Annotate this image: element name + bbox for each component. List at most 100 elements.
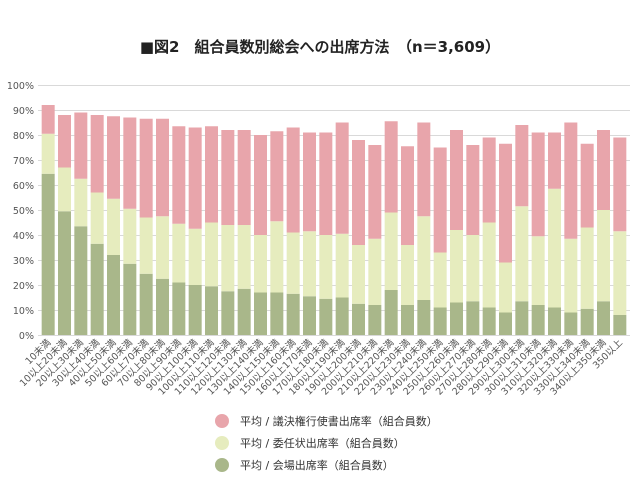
voting-form-attendance-bar <box>368 145 382 239</box>
proxy-attendance-bar <box>499 262 512 313</box>
voting-form-attendance-bar <box>237 130 251 225</box>
proxy-attendance-bar <box>548 188 561 308</box>
voting-form-attendance-bar <box>499 143 512 263</box>
voting-form-attendance-bar <box>221 130 235 225</box>
venue-attendance-bar <box>139 273 153 335</box>
venue-attendance-bar <box>417 300 431 335</box>
y-tick-label: 40% <box>13 231 34 242</box>
voting-form-attendance-bar <box>335 122 349 234</box>
venue-attendance-bar <box>499 312 512 335</box>
voting-form-attendance-bar <box>401 146 414 245</box>
venue-attendance-bar <box>401 305 414 335</box>
y-axis-ticks: 0% 10% 20% 30% 40% 50% 60% 70% 80% 90% 100% <box>7 81 34 342</box>
voting-form-attendance-bar <box>90 115 104 193</box>
voting-form-attendance-bar <box>58 115 71 168</box>
venue-attendance-bar <box>433 307 447 335</box>
legend-marker <box>215 436 229 450</box>
proxy-attendance-bar <box>319 235 333 299</box>
proxy-attendance-bar <box>123 208 137 264</box>
venue-attendance-bar <box>580 308 594 335</box>
x-axis-ticks: 10未満10以上20未満20以上30未満30以上40未満40以上50未満50以上… <box>17 336 625 397</box>
proxy-attendance-bar <box>466 235 480 302</box>
voting-form-attendance-bar <box>433 147 447 253</box>
proxy-attendance-bar <box>417 216 431 300</box>
voting-form-attendance-bar <box>319 132 333 235</box>
venue-attendance-bar <box>41 173 55 335</box>
venue-attendance-bar <box>156 278 169 335</box>
gridlines <box>38 85 630 336</box>
voting-form-attendance-bar <box>450 130 463 230</box>
legend-label: 平均 / 会場出席率（組合員数） <box>240 459 394 472</box>
voting-form-attendance-bar <box>597 130 610 210</box>
proxy-attendance-bar <box>482 222 496 308</box>
y-tick-label: 10% <box>13 306 34 317</box>
legend: 平均 / 議決権行使書出席率（組合員数） 平均 / 委任状出席率（組合員数） 平… <box>215 410 438 476</box>
venue-attendance-bar <box>205 286 218 335</box>
venue-attendance-bar <box>613 315 627 335</box>
voting-form-attendance-bar <box>417 122 431 217</box>
venue-attendance-bar <box>270 292 284 335</box>
venue-attendance-bar <box>188 285 202 335</box>
voting-form-attendance-bar <box>107 116 120 199</box>
proxy-attendance-bar <box>139 217 153 274</box>
voting-form-attendance-bar <box>41 105 55 134</box>
venue-attendance-bar <box>221 291 235 335</box>
legend-item-proxy: 平均 / 委任状出席率（組合員数） <box>215 432 438 454</box>
legend-item-venue: 平均 / 会場出席率（組合員数） <box>215 454 438 476</box>
venue-attendance-bar <box>352 303 365 335</box>
proxy-attendance-bar <box>237 225 251 289</box>
voting-form-attendance-bar <box>548 132 561 189</box>
venue-attendance-bar <box>515 301 529 335</box>
venue-attendance-bar <box>466 301 480 335</box>
proxy-attendance-bar <box>205 222 218 287</box>
proxy-attendance-bar <box>221 225 235 292</box>
proxy-attendance-bar <box>188 228 202 285</box>
proxy-attendance-bar <box>107 198 120 255</box>
proxy-attendance-bar <box>352 245 365 304</box>
y-tick-label: 70% <box>13 156 34 167</box>
voting-form-attendance-bar <box>286 127 300 233</box>
y-tick-label: 50% <box>13 206 34 217</box>
venue-attendance-bar <box>319 298 333 335</box>
proxy-attendance-bar <box>580 227 594 309</box>
venue-attendance-bar <box>335 297 349 335</box>
voting-form-attendance-bar <box>188 127 202 229</box>
venue-attendance-bar <box>58 211 71 335</box>
venue-attendance-bar <box>368 305 382 335</box>
voting-form-attendance-bar <box>254 135 267 235</box>
proxy-attendance-bar <box>384 212 398 290</box>
venue-attendance-bar <box>482 307 496 335</box>
proxy-attendance-bar <box>74 178 88 227</box>
chart-title: ■図2 組合員数別総会への出席方法 （n＝3,609） <box>139 38 501 56</box>
y-tick-label: 90% <box>13 106 34 117</box>
y-tick-label: 30% <box>13 256 34 267</box>
legend-item-voting-form: 平均 / 議決権行使書出席率（組合員数） <box>215 410 438 432</box>
venue-attendance-bar <box>384 290 398 335</box>
voting-form-attendance-bar <box>466 145 480 235</box>
voting-form-attendance-bar <box>205 126 218 223</box>
bars <box>41 105 627 335</box>
proxy-attendance-bar <box>450 230 463 303</box>
voting-form-attendance-bar <box>156 118 169 217</box>
voting-form-attendance-bar <box>482 137 496 223</box>
voting-form-attendance-bar <box>613 137 627 232</box>
venue-attendance-bar <box>450 302 463 335</box>
proxy-attendance-bar <box>41 133 55 174</box>
voting-form-attendance-bar <box>172 126 186 224</box>
venue-attendance-bar <box>531 305 545 335</box>
y-tick-label: 20% <box>13 281 34 292</box>
venue-attendance-bar <box>254 292 267 335</box>
y-tick-label: 100% <box>7 81 34 92</box>
proxy-attendance-bar <box>335 233 349 298</box>
y-tick-label: 0% <box>19 331 34 342</box>
venue-attendance-bar <box>107 255 120 335</box>
proxy-attendance-bar <box>433 252 447 308</box>
y-tick-label: 60% <box>13 181 34 192</box>
voting-form-attendance-bar <box>531 132 545 237</box>
venue-attendance-bar <box>74 226 88 335</box>
proxy-attendance-bar <box>613 231 627 315</box>
voting-form-attendance-bar <box>270 131 284 222</box>
proxy-attendance-bar <box>303 231 316 297</box>
